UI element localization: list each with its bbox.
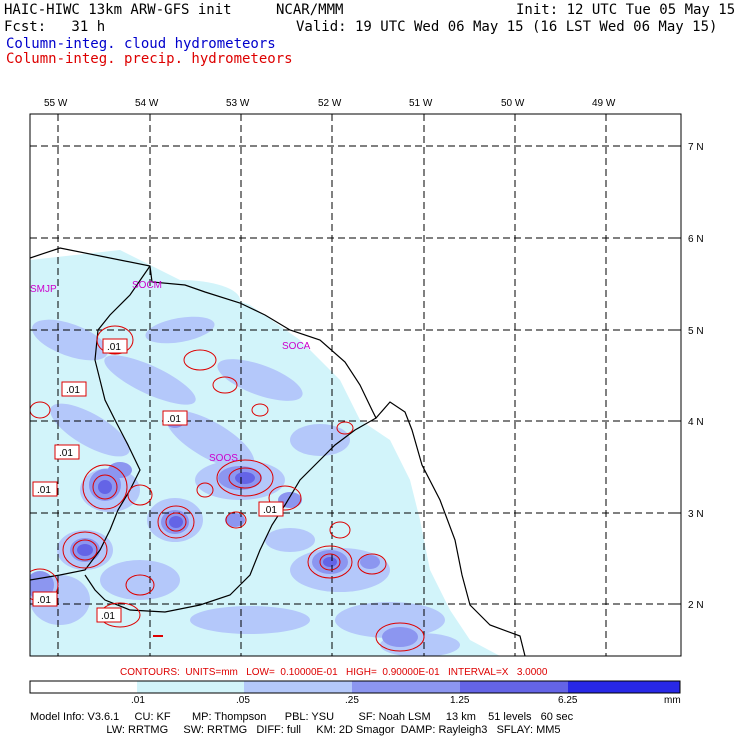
lat-label: 6 N: [688, 234, 704, 245]
contour-label: .01: [107, 342, 121, 353]
legend-units: mm: [664, 695, 681, 706]
station-label: SOCA: [282, 341, 311, 352]
contour-label: .01: [167, 414, 181, 425]
lat-label: 5 N: [688, 326, 704, 337]
color-legend: [29, 680, 681, 694]
lon-label: 50 W: [501, 98, 525, 109]
contour-label: .01: [101, 611, 115, 622]
station-label: SOOS: [209, 453, 238, 464]
org-label: NCAR/MMM: [276, 2, 344, 18]
contours-info: CONTOURS: UNITS=mm LOW= 0.10000E-01 HIGH…: [120, 667, 548, 678]
contour-label: .01: [37, 595, 51, 606]
lat-label: 2 N: [688, 600, 704, 611]
legend-tick: .05: [236, 695, 250, 706]
init-time: Init: 12 UTC Tue 05 May 15: [516, 2, 736, 18]
lon-label: 54 W: [135, 98, 159, 109]
legend-tick: .01: [131, 695, 145, 706]
forecast-hour: Fcst: 31 h: [4, 19, 106, 35]
field-precip-label: Column-integ. precip. hydrometeors: [6, 51, 293, 67]
lon-label: 52 W: [318, 98, 342, 109]
precip-contours: [30, 325, 425, 652]
legend-tick: .25: [345, 695, 359, 706]
contour-label: .01: [59, 448, 73, 459]
coastline: [30, 247, 526, 656]
lat-label: 4 N: [688, 417, 704, 428]
lat-label: 3 N: [688, 509, 704, 520]
lat-lon-grid: [30, 114, 681, 656]
lon-label: 55 W: [44, 98, 68, 109]
map-frame: [29, 113, 682, 657]
station-label: SOCM: [132, 280, 162, 291]
legend-tick: 1.25: [450, 695, 470, 706]
field-cloud-label: Column-integ. cloud hydrometeors: [6, 36, 276, 52]
lat-label: 7 N: [688, 142, 704, 153]
title-left: HAIC-HIWC 13km ARW-GFS init: [4, 2, 232, 18]
valid-time: Valid: 19 UTC Wed 06 May 15 (16 LST Wed …: [296, 19, 718, 35]
lon-label: 51 W: [409, 98, 433, 109]
lon-label: 49 W: [592, 98, 616, 109]
model-info-line2: LW: RRTMG SW: RRTMG DIFF: full KM: 2D Sm…: [30, 724, 561, 736]
contour-label: .01: [37, 485, 51, 496]
lon-label: 53 W: [226, 98, 250, 109]
contour-label: .01: [263, 505, 277, 516]
frame-ticks: [57, 114, 681, 605]
contour-labels: .01 .01 .01 .01 .01 .01 .01 .01: [32, 338, 284, 623]
station-label: SMJP: [30, 284, 57, 295]
legend-tick: 6.25: [558, 695, 578, 706]
model-info-line1: Model Info: V3.6.1 CU: KF MP: Thompson P…: [30, 711, 574, 723]
contour-label: .01: [66, 385, 80, 396]
